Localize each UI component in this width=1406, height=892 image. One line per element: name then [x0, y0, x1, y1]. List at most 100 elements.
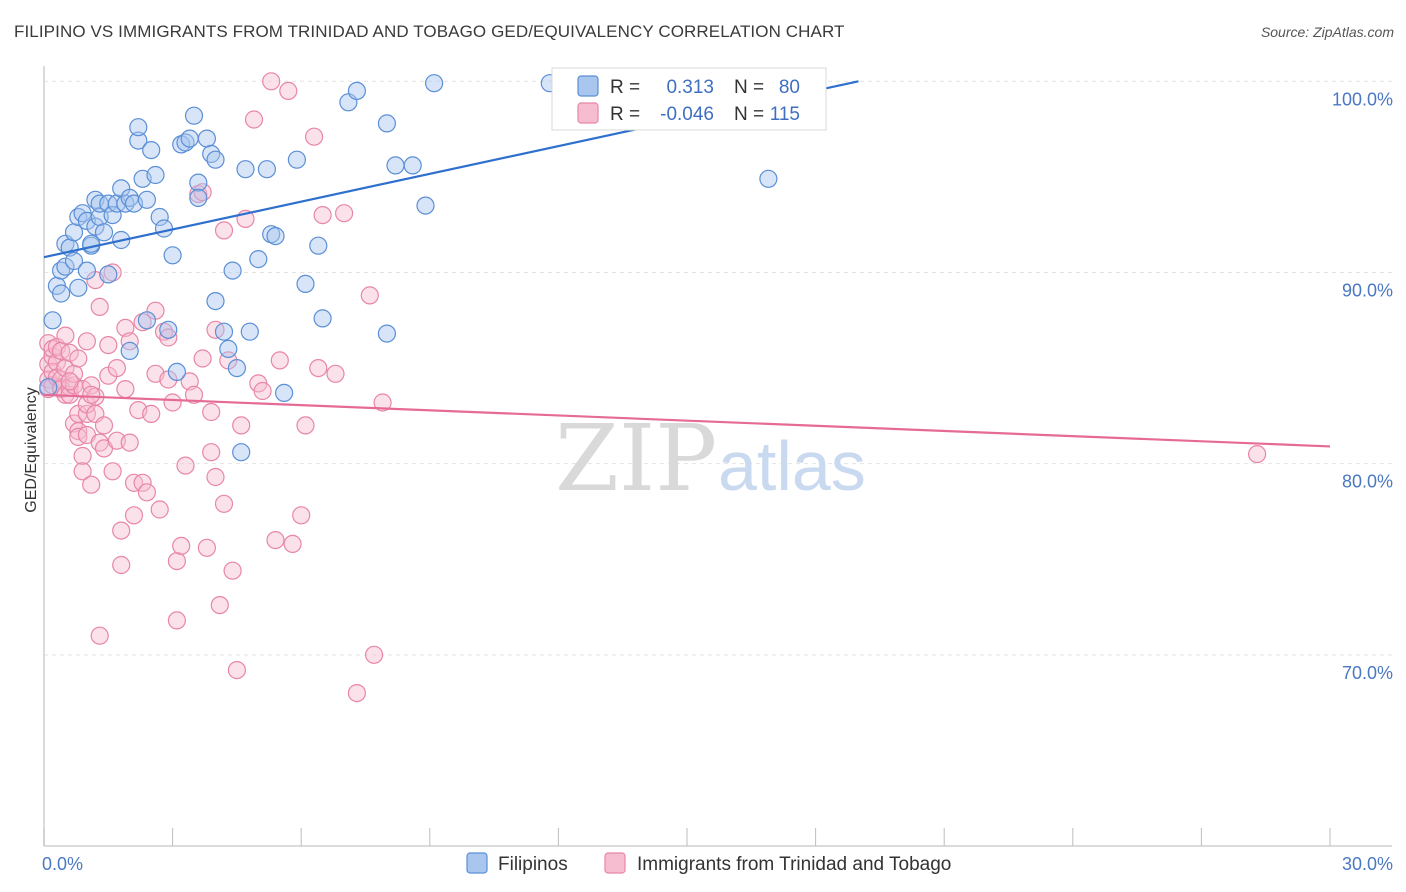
axes — [43, 66, 1392, 847]
trinidad-point — [56, 326, 75, 345]
filipinos-point — [214, 322, 234, 341]
y-tick-label: 80.0% — [1342, 472, 1393, 492]
legend-r-label-2: R = — [610, 104, 640, 125]
trinidad-point — [90, 297, 109, 316]
legend-r-label-1: R = — [610, 77, 640, 98]
filipinos-point — [51, 284, 71, 303]
legend-blue-swatch — [577, 75, 599, 97]
filipinos-point — [759, 169, 778, 188]
trinidad-point — [99, 336, 118, 355]
trinidad-point — [82, 376, 101, 395]
trinidad-point — [266, 530, 285, 550]
y-tick-label: 90.0% — [1342, 280, 1393, 300]
filipinos-point — [313, 309, 332, 328]
filipinos-point — [129, 131, 148, 150]
y-tick-label: 70.0% — [1342, 663, 1393, 683]
filipinos-point — [266, 227, 285, 246]
filipinos-point — [154, 219, 174, 238]
trinidad-point — [133, 473, 152, 492]
trinidad-point — [262, 72, 281, 91]
stats-legend: R = 0.313 N = 80 R = -0.046 N = 115 — [551, 67, 827, 131]
trinidad-point — [94, 416, 114, 435]
trinidad-point — [103, 462, 122, 481]
trinidad-point — [365, 645, 384, 664]
trinidad-point — [214, 494, 234, 513]
filipinos-point — [77, 261, 97, 280]
trinidad-point — [73, 462, 92, 481]
trinidad-point — [69, 349, 88, 368]
trinidad-point — [347, 683, 366, 703]
trinidad-point — [373, 393, 392, 412]
filipinos-point — [197, 129, 216, 148]
legend-r-value-1: 0.313 — [666, 77, 714, 98]
trinidad-point — [223, 561, 242, 580]
trinidad-point — [167, 551, 186, 571]
filipinos-point — [137, 311, 156, 330]
trinidad-point — [335, 204, 354, 223]
trinidad-point — [163, 393, 182, 412]
series-legend-filipinos: Filipinos — [498, 854, 568, 875]
filipinos-point — [129, 118, 148, 137]
source-label: Source: ZipAtlas.com — [1260, 24, 1394, 40]
trinidad-point — [107, 359, 127, 378]
trinidad-point — [270, 351, 289, 370]
filipinos-point — [120, 341, 139, 360]
filipinos-point — [227, 359, 246, 378]
legend-n-label-1: N = — [734, 77, 764, 98]
trinidad-point — [232, 416, 251, 435]
filipinos-point — [150, 207, 169, 227]
trinidad-point — [283, 534, 302, 554]
trinidad-point — [90, 626, 109, 645]
trinidad-point — [292, 506, 311, 525]
filipinos-point — [163, 246, 182, 265]
y-tick-labels: 70.0% 80.0% 90.0% 100.0% — [1332, 89, 1393, 683]
trinidad-point — [77, 332, 97, 351]
filipinos-point — [206, 292, 225, 311]
y-tick-label: 100.0% — [1332, 89, 1393, 109]
filipinos-point — [232, 443, 251, 462]
filipinos-point — [377, 324, 396, 343]
filipinos-point — [425, 74, 444, 93]
filipinos-point — [180, 129, 199, 148]
trinidad-point — [309, 359, 328, 378]
series-legend-blue-swatch — [466, 852, 488, 874]
y-axis-title: GED/Equivalency — [23, 387, 40, 512]
trinidad-point — [202, 402, 221, 422]
filipinos-point — [137, 190, 156, 209]
filipinos-point — [64, 251, 84, 271]
filipinos-point — [240, 322, 259, 341]
watermark-atlas: atlas — [718, 427, 866, 505]
legend-n-value-1: 80 — [779, 77, 800, 98]
trinidad-point — [172, 536, 191, 556]
filipinos-point — [184, 106, 204, 125]
filipinos-point — [309, 236, 328, 255]
trinidad-point — [60, 372, 79, 391]
filipinos-point — [39, 378, 58, 397]
trinidad-point — [210, 595, 229, 615]
watermark: ZIP atlas — [555, 405, 866, 512]
filipinos-point — [257, 160, 276, 179]
trinidad-point — [82, 475, 101, 494]
x-tick-label: 30.0% — [1342, 854, 1393, 874]
trinidad-point — [137, 483, 156, 502]
filipinos-point — [43, 311, 62, 330]
trinidad-point — [73, 446, 92, 466]
series-filipinos-points — [39, 74, 778, 462]
trinidad-point — [214, 221, 234, 240]
series-legend: Filipinos Immigrants from Trinidad and T… — [466, 852, 951, 875]
trinidad-point — [227, 660, 246, 680]
legend-n-label-2: N = — [734, 104, 764, 125]
series-trinidad-points — [39, 72, 1267, 703]
filipinos-point — [296, 274, 315, 293]
trinidad-point — [176, 456, 195, 475]
trinidad-point — [296, 416, 315, 435]
filipinos-point — [206, 150, 225, 169]
legend-n-value-2: 115 — [770, 104, 800, 125]
trinidad-point — [313, 206, 332, 225]
filipinos-point — [159, 320, 178, 339]
trinidad-point — [360, 286, 379, 305]
trinidad-point — [193, 349, 212, 368]
filipinos-point — [189, 173, 208, 192]
chart-title: FILIPINO VS IMMIGRANTS FROM TRINIDAD AND… — [14, 22, 845, 41]
